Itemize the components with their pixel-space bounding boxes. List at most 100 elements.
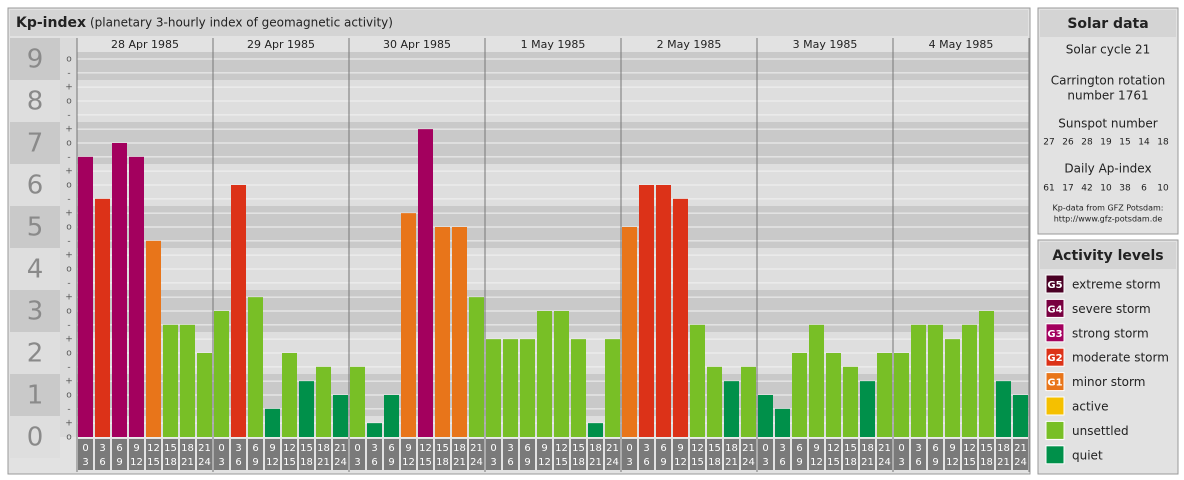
hour-label: 21: [317, 457, 330, 468]
hour-label: 12: [674, 457, 687, 468]
activity-title: Activity levels: [1052, 248, 1163, 264]
hour-label: 3: [626, 457, 632, 468]
hour-box: [418, 439, 433, 470]
bar: [333, 395, 348, 437]
bar: [350, 366, 365, 437]
hour-box: [231, 439, 246, 470]
hour-label: 21: [1014, 443, 1027, 454]
minor-tick-label: o: [66, 433, 72, 443]
hour-label: 24: [606, 457, 619, 468]
hour-box: [622, 439, 637, 470]
bar: [894, 353, 909, 437]
minor-tick-label: -: [67, 110, 70, 120]
bar: [690, 324, 705, 437]
minor-tick-label: -: [67, 68, 70, 78]
hour-box: [843, 439, 858, 470]
hour-label: 12: [691, 443, 704, 454]
hour-box: [350, 439, 365, 470]
bar: [197, 353, 212, 437]
day-header: [621, 38, 757, 52]
hour-label: 3: [235, 443, 241, 454]
bar: [282, 353, 297, 437]
bar: [843, 366, 858, 437]
hour-box: [605, 439, 620, 470]
legend-swatch: [1045, 396, 1065, 416]
hour-box: [826, 439, 841, 470]
bar: [724, 381, 739, 437]
hour-box: [316, 439, 331, 470]
hour-label: 9: [133, 443, 139, 454]
hour-label: 21: [878, 443, 891, 454]
band: [10, 374, 60, 416]
legend-swatch: [1045, 298, 1065, 318]
hour-label: 0: [354, 443, 360, 454]
hour-label: 21: [198, 443, 211, 454]
legend-swatch: [1045, 372, 1065, 392]
hour-box: [571, 439, 586, 470]
hour-box: [673, 439, 688, 470]
hour-label: 3: [779, 443, 785, 454]
hour-label: 0: [490, 443, 496, 454]
hour-label: 9: [524, 457, 530, 468]
hour-label: 18: [980, 457, 993, 468]
hour-label: 9: [932, 457, 938, 468]
minor-tick-label: o: [66, 139, 72, 149]
legend-code: G5: [1047, 280, 1062, 291]
hour-label: 3: [643, 443, 649, 454]
hour-label: 6: [643, 457, 649, 468]
legend-swatch: [1045, 445, 1065, 465]
solar-cycle: Solar cycle 21: [1066, 43, 1151, 57]
minor-tick-label: o: [66, 391, 72, 401]
minor-tick-label: o: [66, 349, 72, 359]
hour-label: 15: [708, 443, 721, 454]
minor-tick-label: o: [66, 223, 72, 233]
hour-label: 24: [470, 457, 483, 468]
hour-label: 24: [334, 457, 347, 468]
hour-label: 21: [181, 457, 194, 468]
minor-tick-label: +: [65, 167, 73, 177]
hour-label: 6: [660, 443, 666, 454]
hour-box: [282, 439, 297, 470]
legend-code: G2: [1047, 353, 1062, 364]
bar: [656, 185, 671, 437]
bar: [792, 353, 807, 437]
day-label: 2 May 1985: [657, 38, 722, 51]
hour-label: 24: [198, 457, 211, 468]
y-tick-label: 2: [27, 339, 44, 369]
bar: [877, 353, 892, 437]
hour-label: 21: [742, 443, 755, 454]
hour-label: 12: [827, 443, 840, 454]
minor-tick-label: +: [65, 335, 73, 345]
hour-label: 6: [99, 457, 105, 468]
hour-label: 12: [419, 443, 432, 454]
minor-tick-label: +: [65, 251, 73, 261]
minor-tick-label: +: [65, 293, 73, 303]
band: [10, 122, 60, 164]
bar: [979, 311, 994, 437]
bar: [231, 185, 246, 437]
hour-label: 12: [946, 457, 959, 468]
ap-value: 42: [1081, 184, 1092, 194]
bar: [469, 297, 484, 437]
hour-label: 15: [555, 457, 568, 468]
hour-label: 3: [371, 443, 377, 454]
band: [10, 332, 60, 374]
hour-label: 18: [844, 457, 857, 468]
bar: [605, 339, 620, 437]
hour-box: [588, 439, 603, 470]
bar: [486, 339, 501, 437]
minor-tick-label: -: [67, 404, 70, 414]
hour-box: [112, 439, 127, 470]
hour-label: 24: [878, 457, 891, 468]
hour-label: 9: [269, 443, 275, 454]
bar: [996, 381, 1011, 437]
bar: [945, 339, 960, 437]
legend-label: unsettled: [1072, 424, 1129, 438]
hour-label: 21: [606, 443, 619, 454]
hour-box: [248, 439, 263, 470]
hour-label: 6: [524, 443, 530, 454]
hour-label: 9: [388, 457, 394, 468]
hour-label: 12: [147, 443, 160, 454]
hour-box: [962, 439, 977, 470]
bar: [452, 227, 467, 437]
